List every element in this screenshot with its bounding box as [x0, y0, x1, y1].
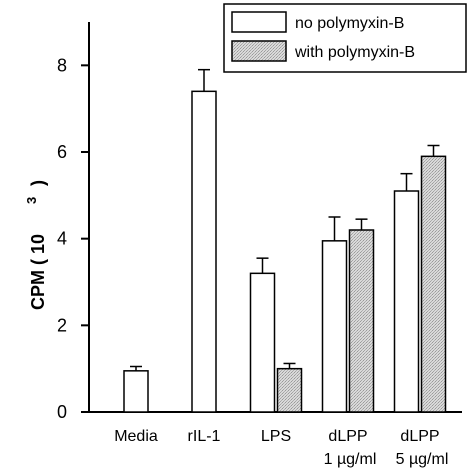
bar-with-polymyxin [420, 155, 447, 413]
bar-with-polymyxin [276, 367, 303, 413]
y-ticks: 0 2 4 6 8 [57, 55, 89, 422]
bar-no-polymyxin [191, 90, 217, 413]
bar-no-polymyxin [123, 370, 149, 413]
legend-swatch-with-polymyxin [231, 40, 287, 62]
legend-swatch-no-polymyxin [231, 11, 287, 33]
category-labels: Media rIL-1 LPS dLPP 1 µg/ml dLPP 5 µg/ml [114, 428, 448, 468]
y-tick-label: 2 [57, 315, 67, 335]
bars [123, 90, 447, 413]
legend-label-no-polymyxin: no polymyxin-B [295, 15, 404, 32]
y-tick-label: 8 [57, 55, 67, 75]
bar-no-polymyxin [393, 190, 420, 413]
error-bars [130, 68, 440, 371]
category-label: dLPP [328, 428, 367, 445]
category-sublabel: 1 µg/ml [324, 451, 377, 468]
category-label: Media [114, 428, 158, 445]
y-tick-label: 0 [57, 402, 67, 422]
y-tick-label: 4 [57, 229, 67, 249]
legend: no polymyxin-B with polymyxin-B [223, 3, 467, 73]
category-label: LPS [261, 428, 291, 445]
y-axis-exponent: 3 [24, 197, 39, 204]
bar-no-polymyxin [249, 272, 276, 413]
bar-with-polymyxin [348, 229, 375, 413]
legend-label-with-polymyxin: with polymyxin-B [294, 44, 415, 61]
category-label: dLPP [400, 428, 439, 445]
y-axis-close-paren: ) [28, 180, 48, 186]
y-axis-title: CPM ( 10 [28, 234, 48, 310]
y-tick-label: 6 [57, 142, 67, 162]
category-label: rIL-1 [188, 428, 221, 445]
category-sublabel: 5 µg/ml [396, 451, 449, 468]
y-axis-label: CPM ( 10 3 ) [24, 180, 48, 310]
bar-no-polymyxin [321, 240, 348, 413]
